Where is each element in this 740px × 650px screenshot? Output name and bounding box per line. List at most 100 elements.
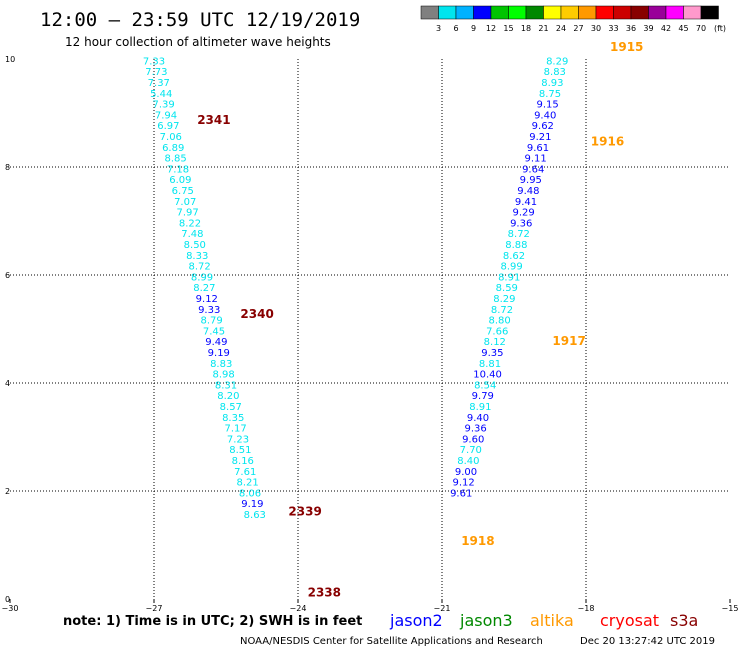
- wave-height-point: 9.19: [208, 348, 230, 359]
- wave-height-point: 10.40: [473, 370, 502, 381]
- footer-note: note: 1) Time is in UTC; 2) SWH is in fe…: [63, 614, 362, 629]
- y-tick-label: 0: [5, 595, 10, 604]
- wave-height-point: 9.15: [536, 100, 558, 111]
- x-tick-label: −24: [290, 604, 307, 613]
- wave-height-point: 8.93: [541, 78, 563, 89]
- wave-height-point: 8.59: [496, 283, 518, 294]
- wave-height-point: 9.12: [452, 478, 474, 489]
- wave-height-point: 7.48: [181, 229, 203, 240]
- wave-height-point: 8.54: [474, 380, 496, 391]
- wave-height-point: 8.72: [491, 305, 513, 316]
- y-tick-label: 6: [5, 271, 10, 280]
- legend-swatch: [508, 5, 527, 20]
- satellite-label: altika: [530, 611, 574, 630]
- y-tick-label: 2: [5, 487, 10, 496]
- footer-timestamp: Dec 20 13:27:42 UTC 2019: [580, 636, 715, 647]
- wave-height-point: 6.89: [162, 143, 184, 154]
- wave-height-point: 5.44: [150, 89, 172, 100]
- time-label: 1916: [591, 134, 624, 148]
- legend-swatch: [543, 5, 562, 20]
- legend-unit: (ft): [714, 24, 726, 33]
- legend-tick-label: 42: [661, 24, 671, 33]
- wave-height-point: 9.35: [481, 348, 503, 359]
- wave-height-point: 7.23: [227, 434, 249, 445]
- wave-height-point: 9.40: [534, 110, 556, 121]
- wave-height-point: 7.18: [167, 164, 189, 175]
- legend-swatch: [438, 5, 457, 20]
- wave-height-point: 8.40: [457, 456, 479, 467]
- satellite-label: jason2: [389, 611, 443, 630]
- wave-height-point: 8.75: [539, 89, 561, 100]
- wave-height-point: 8.57: [220, 402, 242, 413]
- legend-tick-label: 6: [453, 24, 458, 33]
- wave-height-point: 8.22: [179, 218, 201, 229]
- legend-swatch: [490, 5, 509, 20]
- wave-height-point: 7.07: [174, 197, 196, 208]
- y-tick-label: 8: [5, 163, 10, 172]
- wave-height-point: 7.06: [160, 132, 182, 143]
- legend-tick-label: 9: [471, 24, 476, 33]
- wave-height-point: 7.37: [148, 78, 170, 89]
- legend-swatch: [525, 5, 544, 20]
- wave-height-point: 8.79: [200, 316, 222, 327]
- wave-height-point: 8.88: [505, 240, 527, 251]
- legend-tick-label: 30: [591, 24, 601, 33]
- legend-tick-label: 45: [678, 24, 688, 33]
- time-label: 1915: [610, 40, 643, 54]
- x-tick-label: −30: [2, 604, 19, 613]
- wave-height-point: 9.19: [241, 499, 263, 510]
- wave-height-point: 8.21: [236, 478, 258, 489]
- x-axis: −30 −27 −24 −21 −18 −15: [2, 599, 739, 613]
- time-label: 2341: [197, 113, 230, 127]
- wave-height-point: 8.31: [215, 380, 237, 391]
- satellite-legend: jason2 jason3 altika cryosat s3a: [389, 611, 698, 630]
- time-labels: 2341 2340 2339 2338 1915 1916 1917 1918: [197, 40, 643, 599]
- wave-height-point: 8.35: [222, 413, 244, 424]
- wave-height-point: 8.83: [544, 67, 566, 78]
- legend-swatch: [560, 5, 579, 20]
- wave-height-point: 9.48: [517, 186, 539, 197]
- legend-tick-label: 27: [573, 24, 583, 33]
- wave-height-point: 8.63: [244, 510, 266, 521]
- wave-height-point: 8.99: [500, 262, 522, 273]
- wave-height-point: 9.61: [527, 143, 549, 154]
- wave-height-point: 8.99: [191, 272, 213, 283]
- wave-height-point: 9.49: [205, 337, 227, 348]
- legend-tick-label: 36: [626, 24, 636, 33]
- legend-swatch: [630, 5, 649, 20]
- wave-height-point: 9.12: [196, 294, 218, 305]
- wave-height-point: 8.20: [217, 391, 239, 402]
- wave-height-point: 9.21: [529, 132, 551, 143]
- x-tick-label: −21: [434, 604, 451, 613]
- wave-height-point: 8.33: [186, 251, 208, 262]
- wave-height-point: 6.75: [172, 186, 194, 197]
- wave-height-point: 8.62: [503, 251, 525, 262]
- color-legend: 3 6 9 12 15 18 21 24 27 30 33 36 39 42 45 70: [420, 5, 719, 33]
- wave-height-point: 9.11: [524, 154, 546, 165]
- wave-height-point: 8.27: [193, 283, 215, 294]
- wave-height-point: 7.70: [460, 445, 482, 456]
- legend-tick-label: 39: [643, 24, 653, 33]
- y-tick-label: 10: [5, 55, 15, 64]
- chart-title: 12:00 – 23:59 UTC 12/19/2019: [40, 9, 360, 31]
- wave-height-point: 7.39: [152, 100, 174, 111]
- wave-height-point: 8.91: [498, 272, 520, 283]
- wave-height-point: 8.72: [188, 262, 210, 273]
- wave-height-point: 9.61: [450, 488, 472, 499]
- wave-height-point: 8.16: [232, 456, 254, 467]
- legend-tick-label: 21: [538, 24, 548, 33]
- chart-grid: [10, 59, 730, 599]
- wave-height-point: 8.81: [479, 359, 501, 370]
- time-label: 1918: [461, 534, 494, 548]
- y-axis: 0 2 4 6 8 10: [5, 55, 15, 604]
- legend-tick-label: 33: [608, 24, 618, 33]
- legend-tick-label: 12: [486, 24, 496, 33]
- wave-height-point: 8.80: [488, 316, 510, 327]
- time-label: 1917: [552, 334, 585, 348]
- wave-height-point: 9.60: [462, 434, 484, 445]
- x-tick-label: −27: [146, 604, 163, 613]
- legend-tick-label: 15: [503, 24, 513, 33]
- x-tick-label: −15: [722, 604, 739, 613]
- wave-height-point: 7.73: [145, 67, 167, 78]
- wave-height-point: 7.94: [155, 110, 177, 121]
